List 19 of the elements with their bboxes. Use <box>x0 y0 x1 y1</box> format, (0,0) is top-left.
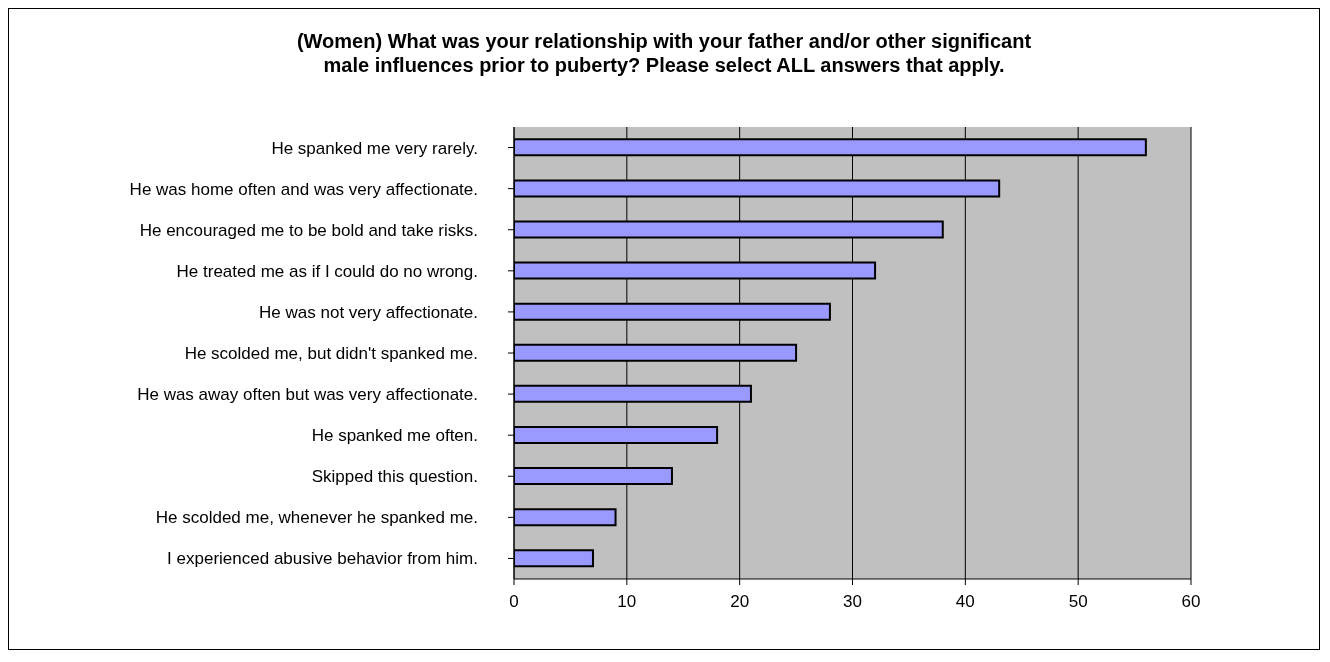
x-tick-label: 60 <box>1181 592 1201 612</box>
x-tick-label: 50 <box>1068 592 1088 612</box>
y-tick-label: He spanked me often. <box>311 426 478 446</box>
x-tick-label: 10 <box>617 592 637 612</box>
x-tick-label: 0 <box>509 592 519 612</box>
y-tick-label: I experienced abusive behavior from him. <box>167 549 478 569</box>
y-tick-label: He treated me as if I could do no wrong. <box>176 261 478 281</box>
y-tick-label: He was away often but was very affectionate. <box>137 385 478 405</box>
y-tick-label: He was home often and was very affectionate. <box>129 179 478 199</box>
x-tick-label: 30 <box>843 592 862 612</box>
x-tick-label: 20 <box>730 592 750 612</box>
y-tick-label: He spanked me very rarely. <box>271 138 478 158</box>
y-tick-label: He encouraged me to be bold and take risks. <box>139 220 478 240</box>
y-tick-label: He scolded me, but didn't spanked me. <box>184 344 478 364</box>
x-tick-label: 40 <box>955 592 975 612</box>
y-tick-label: He scolded me, whenever he spanked me. <box>155 508 478 528</box>
y-tick-label: Skipped this question. <box>311 467 478 487</box>
chart-title: (Women) What was your relationship with your father and/or other significant male influences prior to puberty? Please select ALL answers that apply. <box>295 29 1033 77</box>
y-tick-label: He was not very affectionate. <box>259 302 478 322</box>
